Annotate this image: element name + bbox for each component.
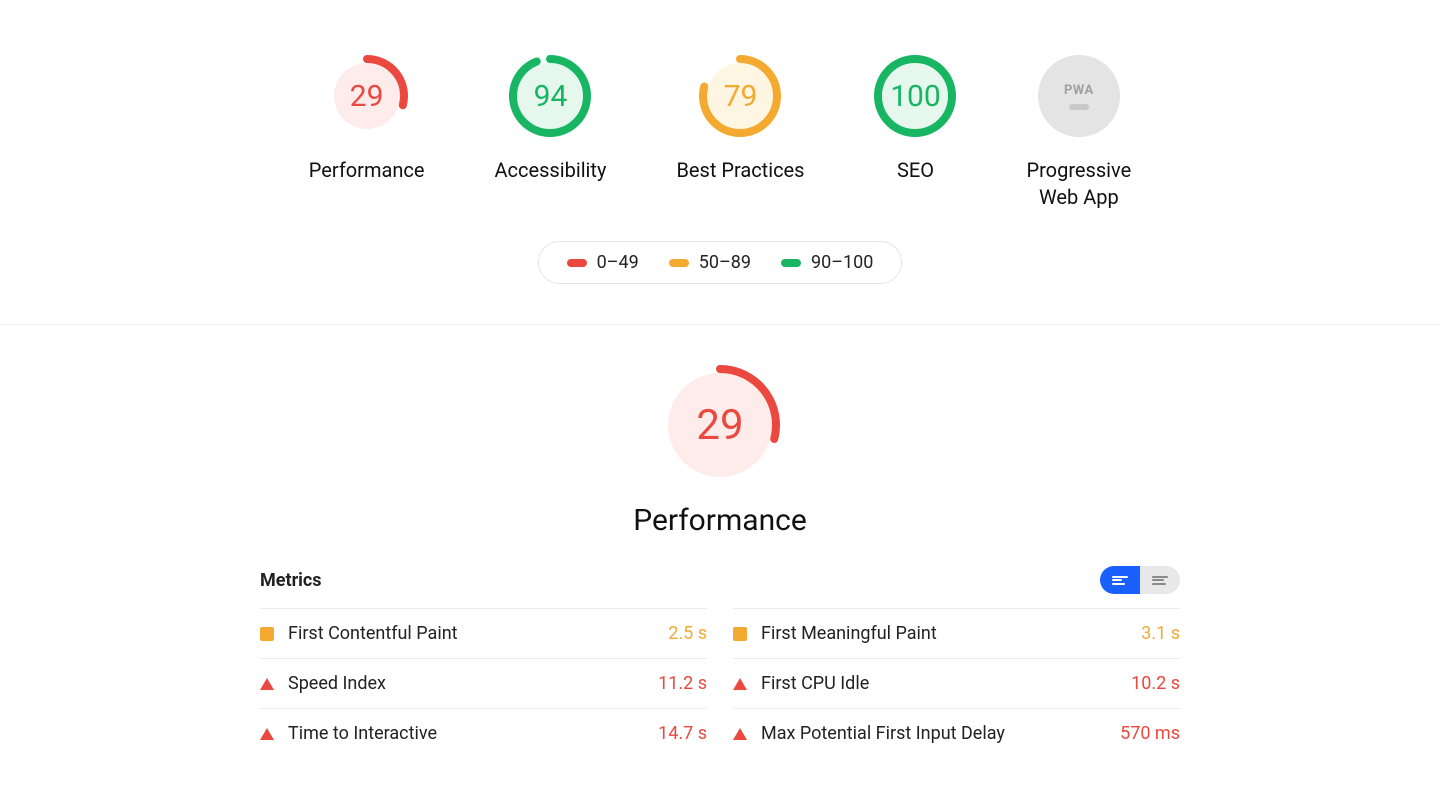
metric-name: First CPU Idle xyxy=(761,673,1117,694)
metric-row[interactable]: First Meaningful Paint 3.1 s xyxy=(733,608,1180,658)
score-legend: 0–49 50–89 90–100 xyxy=(538,241,903,284)
score-gauge: 94 xyxy=(509,55,591,137)
metric-name: Max Potential First Input Delay xyxy=(761,723,1106,744)
category-accessibility[interactable]: 94 Accessibility xyxy=(495,55,607,211)
metric-name: Time to Interactive xyxy=(288,723,644,744)
metric-value: 3.1 s xyxy=(1141,623,1180,644)
bars-grey-icon xyxy=(1152,574,1168,586)
square-icon xyxy=(260,627,274,641)
legend-range: 0–49 xyxy=(597,252,639,273)
category-performance[interactable]: 29 Performance xyxy=(309,55,425,211)
detail-title: Performance xyxy=(633,503,807,538)
square-icon xyxy=(733,627,747,641)
metric-name: First Contentful Paint xyxy=(288,623,654,644)
triangle-icon xyxy=(733,678,747,690)
category-label: SEO xyxy=(897,157,934,184)
bars-left-icon xyxy=(1112,574,1128,586)
category-seo[interactable]: 100 SEO xyxy=(874,55,956,211)
category-best-practices[interactable]: 79 Best Practices xyxy=(676,55,804,211)
score-gauge: 29 xyxy=(660,365,780,485)
triangle-icon xyxy=(260,678,274,690)
score-value: 94 xyxy=(509,55,591,137)
category-label: Performance xyxy=(309,157,425,184)
legend-swatch xyxy=(781,259,801,267)
summary-section: 29 Performance 94 Accessibility 79 Best … xyxy=(0,0,1440,325)
legend-item: 0–49 xyxy=(567,252,639,273)
legend-swatch xyxy=(669,259,689,267)
metrics-view-toggle xyxy=(1100,566,1180,594)
score-value: 100 xyxy=(874,55,956,137)
metric-value: 2.5 s xyxy=(668,623,707,644)
metric-value: 11.2 s xyxy=(658,673,707,694)
metric-name: Speed Index xyxy=(288,673,644,694)
view-compact-button[interactable] xyxy=(1100,566,1140,594)
triangle-icon xyxy=(733,728,747,740)
legend-item: 90–100 xyxy=(781,252,873,273)
metric-row[interactable]: First CPU Idle 10.2 s xyxy=(733,658,1180,708)
category-label: Best Practices xyxy=(676,157,804,184)
metric-row[interactable]: Time to Interactive 14.7 s xyxy=(260,708,707,758)
metrics-grid: First Contentful Paint 2.5 s First Meani… xyxy=(260,608,1180,758)
legend-item: 50–89 xyxy=(669,252,751,273)
legend-swatch xyxy=(567,259,587,267)
score-value: 29 xyxy=(326,55,408,137)
metric-row[interactable]: Speed Index 11.2 s xyxy=(260,658,707,708)
metrics-heading: Metrics xyxy=(260,570,322,591)
performance-detail: 29 Performance Metrics First Co xyxy=(260,365,1180,758)
score-gauge: 29 xyxy=(326,55,408,137)
view-expanded-button[interactable] xyxy=(1140,566,1180,594)
category-label: Accessibility xyxy=(495,157,607,184)
legend-range: 50–89 xyxy=(699,252,751,273)
score-value: 29 xyxy=(660,365,780,485)
category-pwa[interactable]: PWA Progressive Web App xyxy=(1026,55,1131,211)
category-gauges: 29 Performance 94 Accessibility 79 Best … xyxy=(0,55,1440,211)
metric-row[interactable]: First Contentful Paint 2.5 s xyxy=(260,608,707,658)
pwa-icon: PWA xyxy=(1038,55,1120,137)
metric-name: First Meaningful Paint xyxy=(761,623,1127,644)
legend-range: 90–100 xyxy=(811,252,873,273)
score-value: 79 xyxy=(699,55,781,137)
metric-value: 570 ms xyxy=(1120,723,1180,744)
category-label: Progressive Web App xyxy=(1026,157,1131,211)
metric-row[interactable]: Max Potential First Input Delay 570 ms xyxy=(733,708,1180,758)
triangle-icon xyxy=(260,728,274,740)
score-gauge: 100 xyxy=(874,55,956,137)
metric-value: 10.2 s xyxy=(1131,673,1180,694)
metric-value: 14.7 s xyxy=(658,723,707,744)
score-gauge: 79 xyxy=(699,55,781,137)
